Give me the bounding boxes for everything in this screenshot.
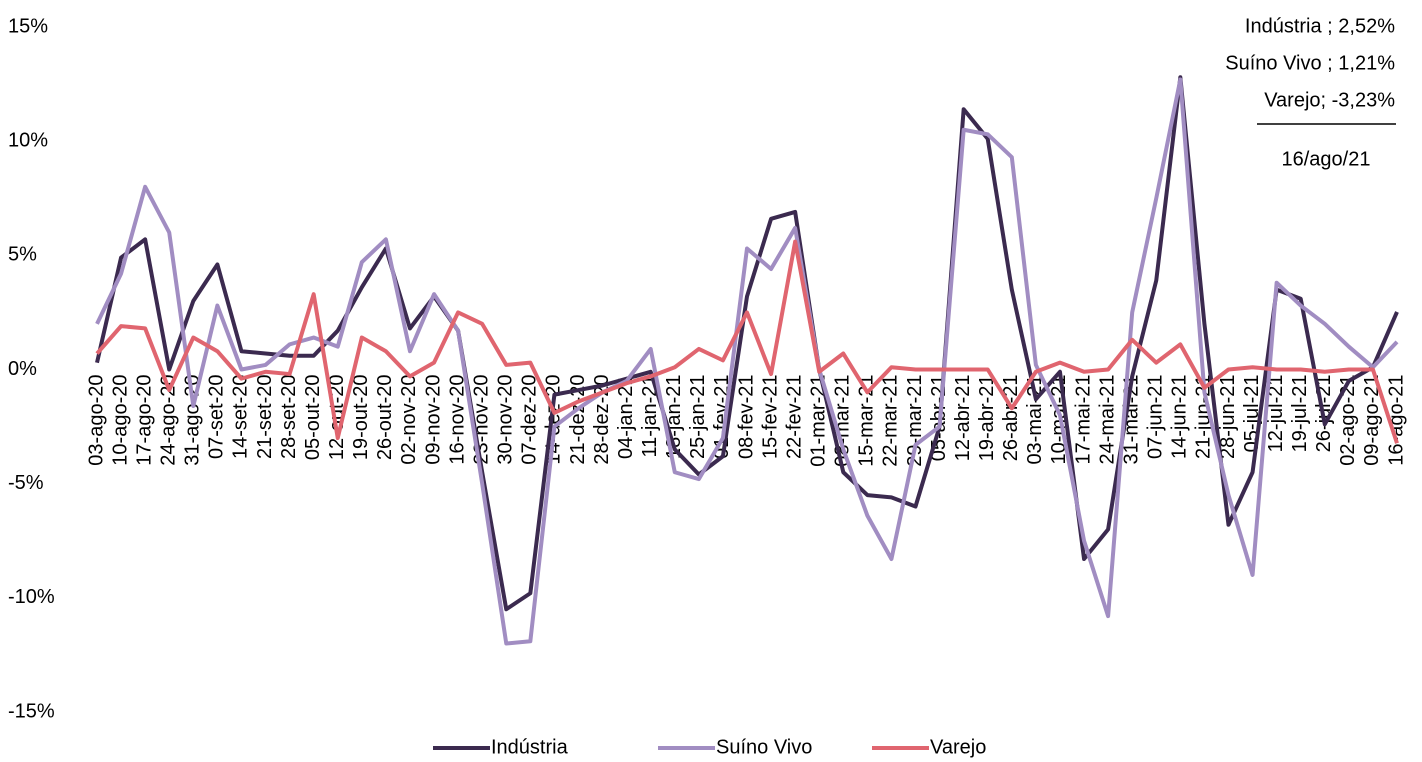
x-tick-label: 19-jul-21 bbox=[1289, 375, 1311, 453]
x-tick-label: 07-set-20 bbox=[206, 375, 228, 460]
legend-label: Indústria bbox=[491, 736, 569, 758]
x-tick-label: 19-abr-21 bbox=[976, 375, 998, 462]
x-tick-label: 25-jan-21 bbox=[687, 375, 709, 460]
x-tick-label: 24-mai-21 bbox=[1096, 375, 1118, 465]
x-tick-label: 05-out-20 bbox=[302, 375, 324, 461]
x-tick-label: 10-ago-20 bbox=[109, 375, 131, 466]
x-tick-label: 08-fev-21 bbox=[735, 375, 757, 460]
x-tick-label: 30-nov-20 bbox=[495, 375, 517, 465]
y-tick-label: -5% bbox=[8, 472, 44, 494]
x-tick-label: 17-ago-20 bbox=[133, 375, 155, 466]
y-tick-label: 5% bbox=[8, 244, 37, 266]
x-tick-label: 03-ago-20 bbox=[85, 375, 107, 466]
x-tick-label: 26-abr-21 bbox=[1000, 375, 1022, 462]
annotation: Suíno Vivo ; 1,21% bbox=[1225, 52, 1395, 74]
x-tick-label: 31-ago-20 bbox=[182, 375, 204, 466]
series-line bbox=[95, 77, 1399, 646]
x-tick-label: 17-mai-21 bbox=[1072, 375, 1094, 465]
x-tick-label: 07-jun-21 bbox=[1145, 375, 1167, 460]
x-tick-label: 22-fev-21 bbox=[783, 375, 805, 460]
x-tick-label: 15-mar-21 bbox=[856, 375, 878, 467]
legend-label: Suíno Vivo bbox=[716, 736, 812, 758]
y-tick-label: 15% bbox=[8, 15, 48, 37]
x-tick-label: 03-mai-21 bbox=[1024, 375, 1046, 465]
series-line bbox=[95, 239, 1399, 444]
annotation: 16/ago/21 bbox=[1282, 148, 1371, 170]
y-tick-label: 0% bbox=[8, 358, 37, 380]
x-tick-label: 21-jun-21 bbox=[1193, 375, 1215, 460]
y-tick-label: 10% bbox=[8, 129, 48, 151]
x-tick-label: 15-fev-21 bbox=[759, 375, 781, 460]
x-tick-label: 02-ago-21 bbox=[1337, 375, 1359, 466]
x-tick-label: 16-ago-21 bbox=[1385, 375, 1407, 466]
x-tick-label: 24-ago-20 bbox=[158, 375, 180, 466]
x-tick-label: 04-jan-21 bbox=[615, 375, 637, 460]
y-tick-label: -15% bbox=[8, 700, 55, 722]
x-tick-label: 11-jan-21 bbox=[639, 375, 661, 458]
x-tick-label: 12-jul-21 bbox=[1265, 375, 1287, 453]
x-tick-label: 14-jun-21 bbox=[1169, 375, 1191, 460]
x-tick-label: 09-nov-20 bbox=[422, 375, 444, 465]
x-tick-label: 28-jun-21 bbox=[1217, 375, 1239, 460]
annotation: Varejo; -3,23% bbox=[1264, 89, 1395, 111]
x-tick-label: 19-out-20 bbox=[350, 375, 372, 461]
x-tick-label: 21-set-20 bbox=[254, 375, 276, 460]
x-tick-label: 26-out-20 bbox=[374, 375, 396, 461]
x-tick-label: 07-dez-20 bbox=[519, 375, 541, 465]
x-tick-label: 09-ago-21 bbox=[1361, 375, 1383, 466]
x-tick-label: 14-set-20 bbox=[230, 375, 252, 460]
series-line bbox=[95, 75, 1399, 612]
annotation: Indústria ; 2,52% bbox=[1245, 15, 1395, 37]
x-tick-label: 22-mar-21 bbox=[880, 375, 902, 467]
x-tick-label: 02-nov-20 bbox=[398, 375, 420, 465]
y-tick-label: -10% bbox=[8, 586, 55, 608]
legend-label: Varejo bbox=[930, 736, 986, 758]
x-tick-label: 28-set-20 bbox=[278, 375, 300, 460]
x-tick-label: 12-abr-21 bbox=[952, 375, 974, 462]
x-tick-label: 21-dez-20 bbox=[567, 375, 589, 465]
x-tick-label: 16-nov-20 bbox=[446, 374, 468, 464]
